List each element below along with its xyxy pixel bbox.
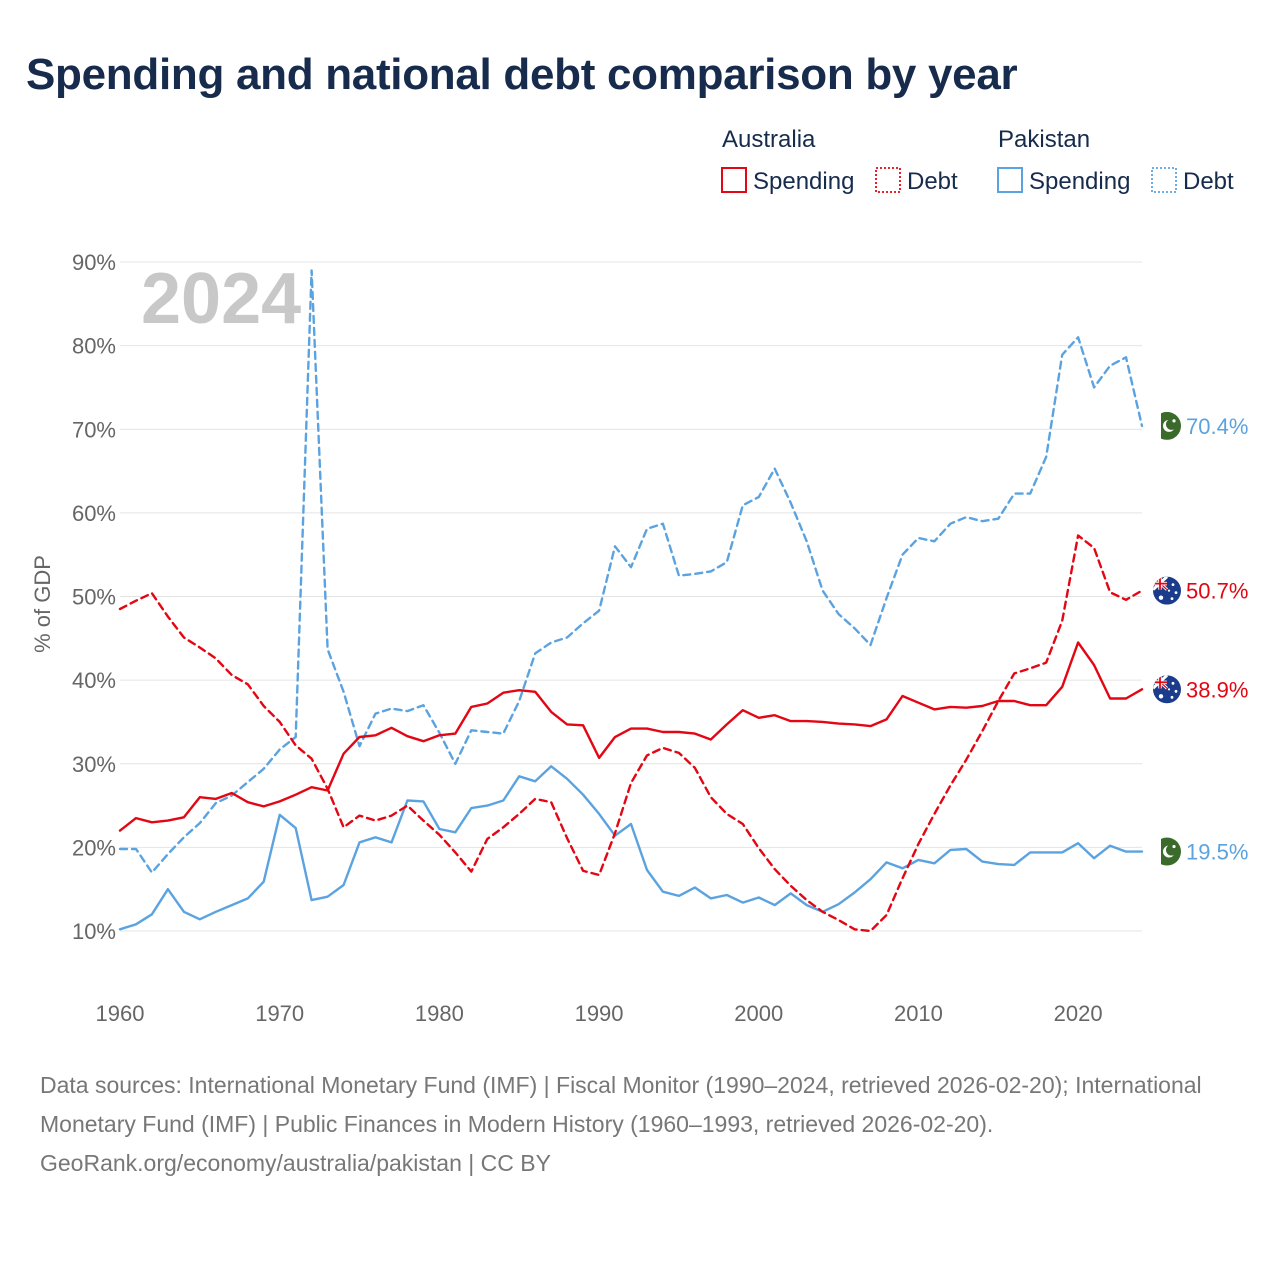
y-tick-label: 40% (72, 668, 116, 693)
pakistan-flag-icon (1153, 837, 1181, 866)
data-sources: Data sources: International Monetary Fun… (40, 1072, 1202, 1137)
y-tick-label: 50% (72, 585, 116, 610)
y-tick-label: 60% (72, 501, 116, 526)
y-tick-label: 90% (72, 250, 116, 275)
x-axis: 1960 1970 1980 1990 2000 2010 2020 (96, 1001, 1103, 1026)
pakistan-spending-line (118, 765, 1144, 931)
legend-swatch-australia-debt[interactable] (875, 167, 901, 193)
chart: Australia Spending Debt Pakistan Spending Deb… (30, 126, 1248, 1026)
legend-group-pakistan: Pakistan (998, 126, 1090, 153)
legend-label-australia-debt[interactable]: Debt (907, 168, 958, 195)
legend-swatch-pakistan-spending[interactable] (997, 167, 1023, 193)
australia-spending-end-label: 38.9% (1186, 677, 1248, 702)
pakistan-flag-icon (1153, 411, 1181, 440)
australia-debt-end-label: 50.7% (1186, 579, 1248, 604)
y-tick-label: 20% (72, 835, 116, 860)
australia-spending-line (118, 641, 1144, 832)
pakistan-debt-line (118, 269, 1144, 874)
credit-link[interactable]: GeoRank.org/economy/australia/pakistan |… (40, 1150, 551, 1176)
x-tick-label: 1960 (96, 1001, 145, 1026)
y-tick-label: 10% (72, 919, 116, 944)
legend: Australia Spending Debt Pakistan Spending Deb… (721, 126, 1234, 195)
legend-label-pakistan-spending[interactable]: Spending (1029, 168, 1130, 195)
x-tick-label: 2010 (894, 1001, 943, 1026)
gridlines (120, 261, 1142, 932)
end-labels: 70.4% 19.5% 50.7% 38.9% (1153, 411, 1248, 866)
y-axis: 10% 20% 30% 40% 50% 60% 70% 80% 90% (72, 250, 116, 944)
y-tick-label: 70% (72, 417, 116, 442)
pakistan-spending-end-label: 19.5% (1186, 840, 1248, 865)
legend-group-australia: Australia (722, 126, 816, 153)
y-tick-label: 80% (72, 334, 116, 359)
y-tick-label: 30% (72, 752, 116, 777)
legend-label-australia-spending[interactable]: Spending (753, 168, 854, 195)
footer: Data sources: International Monetary Fun… (40, 1066, 1240, 1183)
x-tick-label: 1990 (575, 1001, 624, 1026)
legend-swatch-pakistan-debt[interactable] (1151, 167, 1177, 193)
series-lines (118, 269, 1144, 933)
x-tick-label: 2000 (734, 1001, 783, 1026)
current-year-watermark: 2024 (141, 259, 301, 339)
x-tick-label: 2020 (1054, 1001, 1103, 1026)
pakistan-debt-end-label: 70.4% (1186, 414, 1248, 439)
australia-flag-icon (1153, 576, 1181, 605)
australia-debt-line (118, 534, 1144, 933)
chart-title: Spending and national debt comparison by… (26, 50, 1018, 99)
legend-label-pakistan-debt[interactable]: Debt (1183, 168, 1234, 195)
y-axis-title: % of GDP (30, 555, 55, 653)
x-tick-label: 1970 (255, 1001, 304, 1026)
legend-swatch-australia-spending[interactable] (721, 167, 747, 193)
australia-flag-icon (1153, 675, 1181, 704)
x-tick-label: 1980 (415, 1001, 464, 1026)
